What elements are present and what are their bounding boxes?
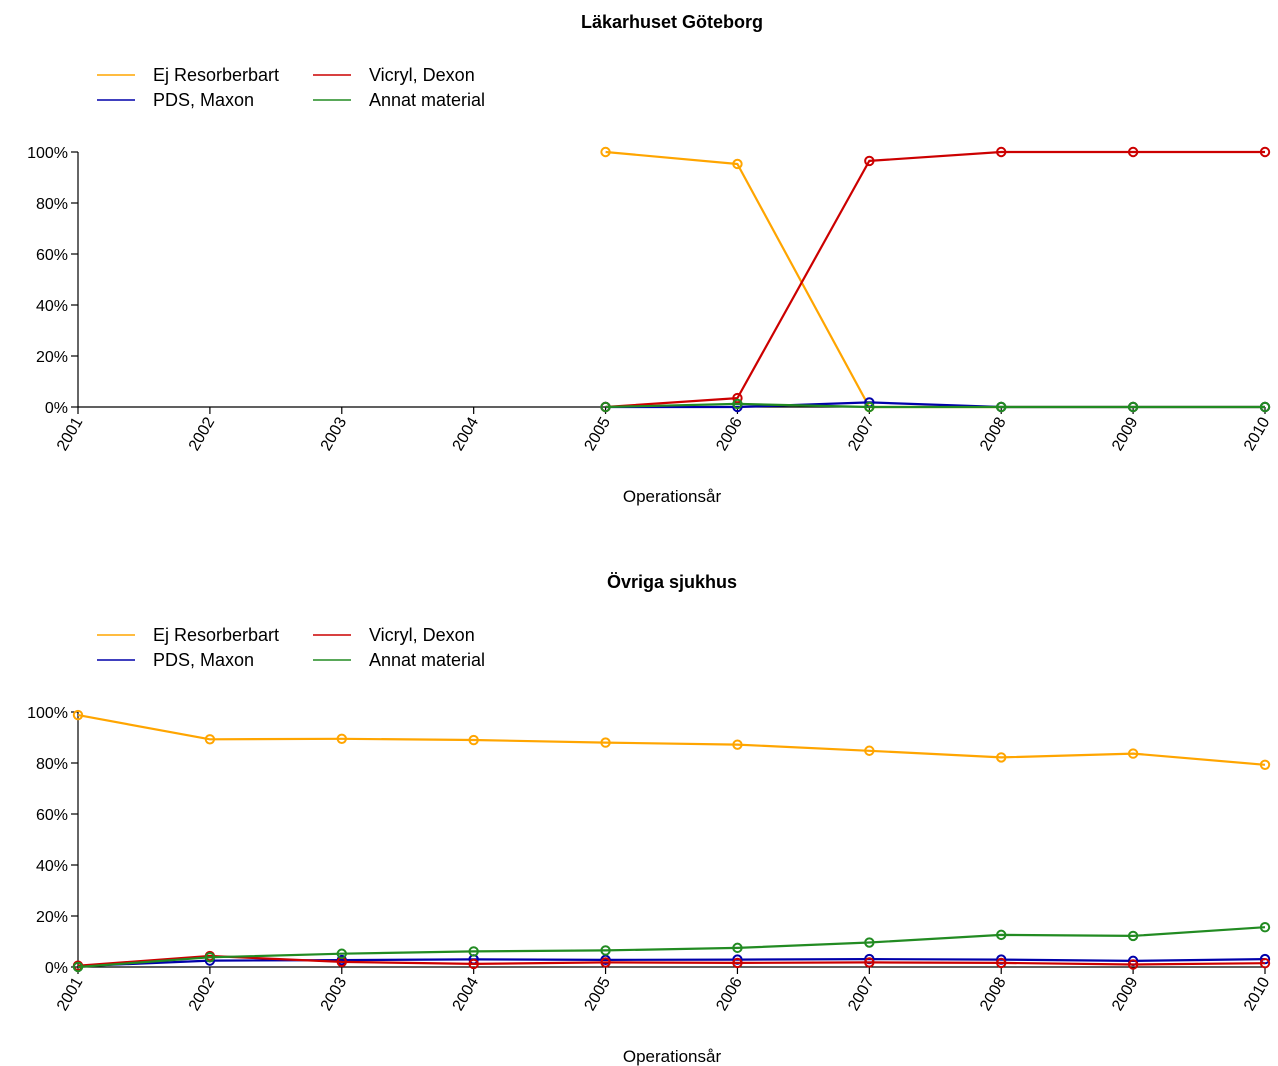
y-tick-label: 0% xyxy=(45,960,68,977)
legend-item: Ej Resorberbart xyxy=(97,65,279,85)
series-ej-resorberbart xyxy=(74,711,1269,769)
chart-title: Läkarhuset Göteborg xyxy=(581,12,763,32)
x-tick-label: 2009 xyxy=(1109,974,1142,1013)
y-tick-label: 60% xyxy=(36,247,68,264)
x-tick-label: 2006 xyxy=(713,414,746,453)
x-tick-label: 2006 xyxy=(713,974,746,1013)
x-tick-label: 2007 xyxy=(845,974,878,1013)
legend-label: Vicryl, Dexon xyxy=(369,625,475,645)
chart-title: Övriga sjukhus xyxy=(607,572,737,592)
legend-item: Annat material xyxy=(313,650,485,670)
legend-label: Vicryl, Dexon xyxy=(369,65,475,85)
y-tick-label: 80% xyxy=(36,756,68,773)
x-tick-label: 2009 xyxy=(1109,414,1142,453)
y-tick-label: 0% xyxy=(45,400,68,417)
x-tick-label: 2004 xyxy=(450,974,483,1013)
x-tick-label: 2008 xyxy=(977,974,1010,1013)
legend-label: Annat material xyxy=(369,90,485,110)
x-tick-label: 2002 xyxy=(186,974,219,1013)
legend-item: Vicryl, Dexon xyxy=(313,625,475,645)
series-line xyxy=(606,152,1265,407)
y-tick-label: 80% xyxy=(36,196,68,213)
x-tick-label: 2010 xyxy=(1241,974,1274,1013)
legend-item: PDS, Maxon xyxy=(97,650,254,670)
legend-label: Ej Resorberbart xyxy=(153,65,279,85)
legend-item: Ej Resorberbart xyxy=(97,625,279,645)
y-tick-label: 60% xyxy=(36,807,68,824)
x-tick-label: 2001 xyxy=(54,974,87,1013)
x-axis-label: Operationsår xyxy=(623,487,722,506)
y-tick-label: 20% xyxy=(36,909,68,926)
y-tick-label: 40% xyxy=(36,858,68,875)
legend-label: Ej Resorberbart xyxy=(153,625,279,645)
x-tick-label: 2007 xyxy=(845,414,878,453)
legend-item: Vicryl, Dexon xyxy=(313,65,475,85)
series-vicryl-dexon xyxy=(601,148,1269,411)
legend-label: PDS, Maxon xyxy=(153,650,254,670)
legend-label: PDS, Maxon xyxy=(153,90,254,110)
x-tick-label: 2004 xyxy=(450,414,483,453)
x-tick-label: 2003 xyxy=(318,974,351,1013)
x-tick-label: 2002 xyxy=(186,414,219,453)
x-tick-label: 2005 xyxy=(582,414,615,453)
x-tick-label: 2003 xyxy=(318,414,351,453)
legend-item: Annat material xyxy=(313,90,485,110)
x-tick-label: 2001 xyxy=(54,414,87,453)
series-line xyxy=(78,715,1265,765)
chart-panel-2: Övriga sjukhus Ej Resorberbart PDS, Maxon V… xyxy=(27,572,1273,1066)
y-tick-label: 100% xyxy=(27,705,68,722)
series-line xyxy=(606,152,1265,407)
y-tick-label: 40% xyxy=(36,298,68,315)
legend-label: Annat material xyxy=(369,650,485,670)
x-tick-label: 2008 xyxy=(977,414,1010,453)
y-tick-label: 20% xyxy=(36,349,68,366)
chart-panel-1: Läkarhuset Göteborg Ej Resorberbart PDS, M… xyxy=(27,12,1273,506)
y-tick-label: 100% xyxy=(27,145,68,162)
x-tick-label: 2005 xyxy=(582,974,615,1013)
legend-item: PDS, Maxon xyxy=(97,90,254,110)
x-axis-label: Operationsår xyxy=(623,1047,722,1066)
x-tick-label: 2010 xyxy=(1241,414,1274,453)
series-ej-resorberbart xyxy=(601,148,1269,411)
